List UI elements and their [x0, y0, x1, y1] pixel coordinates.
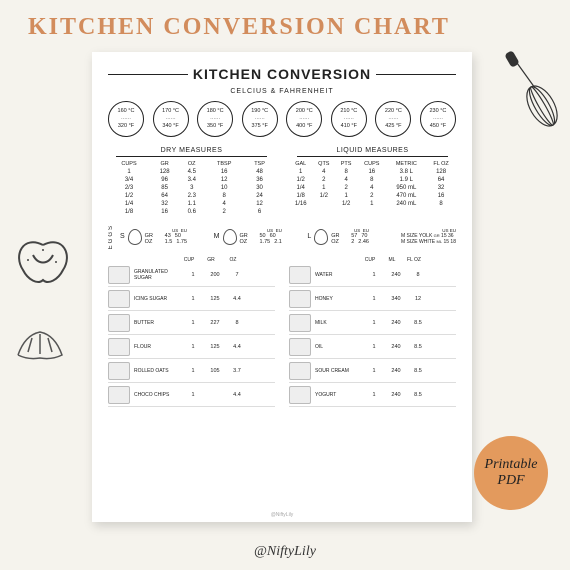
liquid-title: LIQUID MEASURES	[297, 147, 448, 157]
whisk-icon	[500, 48, 560, 138]
ingredient-icon	[108, 290, 130, 308]
temp-circle: 160 °C⋯⋯320 °F	[108, 101, 144, 137]
ingredient-row: OIL12408.5	[289, 338, 456, 359]
ingredient-icon	[108, 338, 130, 356]
ingredient-row: WATER12408	[289, 266, 456, 287]
ingredient-row: ICING SUGAR11254.4	[108, 290, 275, 311]
ingredient-row: SOUR CREAM12408.5	[289, 362, 456, 383]
ingredient-row: BUTTER12278	[108, 314, 275, 335]
ingredient-row: CHOCO CHIPS14.4	[108, 386, 275, 407]
egg-extra: US EUM SIZE YOLK GR 15 36M SIZE WHITE ML…	[401, 228, 456, 245]
liquid-table: GALQTSPTSCUPSMETRICFL OZ148163.8 L1281/2…	[289, 160, 456, 208]
ing-left-rows: GRANULATED SUGAR12007 ICING SUGAR11254.4 B…	[108, 266, 275, 407]
handle: @NiftyLily	[0, 544, 570, 560]
ingredient-icon	[108, 266, 130, 284]
card-title: KITCHEN CONVERSION	[108, 66, 456, 82]
dry-table: CUPSGROZTBSPTSP11284.516483/4963.412362/…	[108, 160, 275, 216]
ingredient-row: MILK12408.5	[289, 314, 456, 335]
printable-badge: Printable PDF	[474, 436, 548, 510]
ingredient-icon	[289, 290, 311, 308]
ing-left-header: CUPGROZ	[108, 257, 275, 263]
ingredient-icon	[289, 266, 311, 284]
ingredient-icon	[289, 314, 311, 332]
temp-circle: 170 °C⋯⋯340 °F	[153, 101, 189, 137]
ingredient-icon	[289, 362, 311, 380]
ingredient-row: HONEY134012	[289, 290, 456, 311]
conversion-card: KITCHEN CONVERSION CELCIUS & FAHRENHEIT …	[92, 52, 472, 522]
ingredient-icon	[289, 386, 311, 404]
page-title: KITCHEN CONVERSION CHART	[0, 0, 570, 49]
temp-label: CELCIUS & FAHRENHEIT	[108, 88, 456, 95]
ing-right-rows: WATER12408 HONEY134012 MILK12408.5 OIL12408…	[289, 266, 456, 407]
croissant-icon	[10, 320, 70, 370]
ingredient-row: FLOUR11254.4	[108, 338, 275, 359]
pretzel-icon	[8, 230, 78, 300]
badge-line2: PDF	[497, 473, 524, 489]
ingredient-row: ROLLED OATS11053.7	[108, 362, 275, 383]
egg-size: SUS EUGR4350OZ1.51.75	[120, 228, 208, 245]
eggs-section: EGGSSUS EUGR4350OZ1.51.75MUS EUGR5060OZ1…	[108, 224, 456, 249]
ingredient-icon	[108, 386, 130, 404]
dry-title: DRY MEASURES	[116, 147, 267, 157]
watermark: @NiftyLily	[271, 512, 294, 518]
egg-size: LUS EUGR5770OZ22.46	[307, 228, 395, 245]
temp-circle: 180 °C⋯⋯350 °F	[197, 101, 233, 137]
temp-row: 160 °C⋯⋯320 °F170 °C⋯⋯340 °F180 °C⋯⋯350 …	[108, 101, 456, 137]
ingredient-icon	[108, 314, 130, 332]
temp-circle: 220 °C⋯⋯425 °F	[375, 101, 411, 137]
ingredient-row: YOGURT12408.5	[289, 386, 456, 407]
temp-circle: 190 °C⋯⋯375 °F	[242, 101, 278, 137]
badge-line1: Printable	[485, 457, 538, 473]
ingredient-icon	[289, 338, 311, 356]
egg-size: MUS EUGR5060OZ1.752.1	[214, 228, 302, 245]
temp-circle: 230 °C⋯⋯450 °F	[420, 101, 456, 137]
ingredient-icon	[108, 362, 130, 380]
temp-circle: 210 °C⋯⋯410 °F	[331, 101, 367, 137]
ingredient-row: GRANULATED SUGAR12007	[108, 266, 275, 287]
temp-circle: 200 °C⋯⋯400 °F	[286, 101, 322, 137]
ing-right-header: CUPMLFL OZ	[289, 257, 456, 263]
